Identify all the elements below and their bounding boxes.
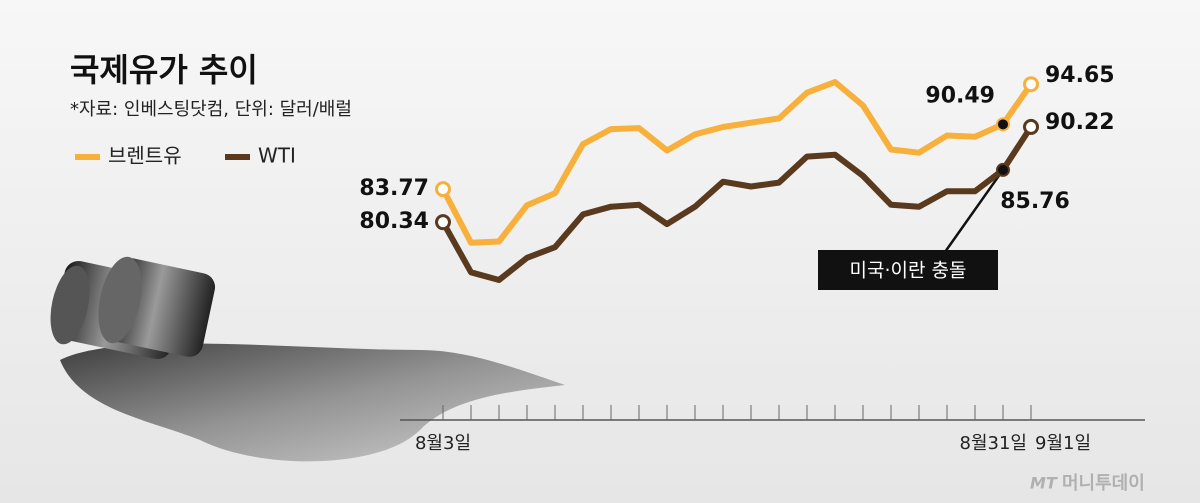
annotation-text: 미국·이란 충돌 (850, 260, 967, 282)
credit: MT 머니투데이 (1030, 473, 1145, 494)
value-label: 94.65 (1045, 63, 1115, 88)
chart-subtitle: *자료: 인베스팅닷컴, 단위: 달러/배럴 (70, 99, 352, 120)
annotation-box (818, 250, 998, 290)
chart-title: 국제유가 추이 (70, 51, 258, 89)
end-marker (1023, 76, 1039, 93)
series-line (440, 125, 1034, 283)
x-tick-label: 8월3일 (415, 433, 471, 454)
credit-text: 머니투데이 (1062, 473, 1145, 494)
highlight-marker (996, 117, 1010, 132)
legend-label: 브렌트유 (108, 144, 182, 168)
series-line (440, 79, 1034, 246)
oil-illustration (50, 256, 565, 462)
value-label: 85.76 (1000, 189, 1070, 214)
plot-area: 8월3일 8월31일 9월1일 미국·이란 충돌 83.77 94.65 90.49 80.3… (359, 63, 1114, 454)
value-label: 90.49 (925, 83, 995, 108)
end-marker (1023, 118, 1039, 135)
value-label: 80.34 (359, 209, 429, 234)
end-marker (435, 181, 451, 198)
credit-logo: MT (1030, 474, 1058, 493)
x-tick-label: 9월1일 (1035, 433, 1091, 454)
x-tick-label: 8월31일 (960, 433, 1027, 454)
legend-label: WTI (258, 144, 296, 168)
value-label: 83.77 (359, 176, 429, 201)
value-label: 90.22 (1045, 110, 1115, 135)
end-marker (435, 214, 451, 231)
annotation-pointer (943, 169, 1005, 253)
highlight-marker (996, 162, 1010, 177)
legend: 브렌트유 WTI (75, 144, 296, 168)
